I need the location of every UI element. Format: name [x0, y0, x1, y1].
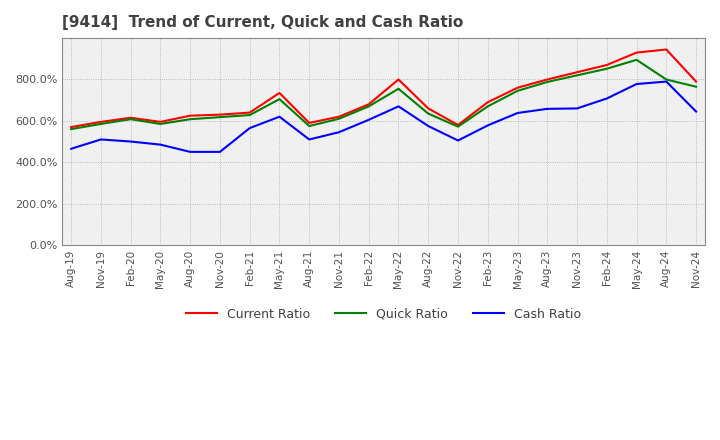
- Current Ratio: [572, 70, 581, 75]
- Cash Ratio: [156, 142, 165, 147]
- Quick Ratio: [246, 112, 254, 117]
- Current Ratio: [126, 115, 135, 121]
- Cash Ratio: [572, 106, 581, 111]
- Current Ratio: [246, 110, 254, 115]
- Current Ratio: [632, 50, 641, 55]
- Cash Ratio: [483, 123, 492, 128]
- Quick Ratio: [335, 116, 343, 121]
- Quick Ratio: [513, 88, 522, 93]
- Cash Ratio: [364, 117, 373, 122]
- Line: Current Ratio: Current Ratio: [71, 49, 696, 127]
- Current Ratio: [186, 113, 194, 118]
- Legend: Current Ratio, Quick Ratio, Cash Ratio: Current Ratio, Quick Ratio, Cash Ratio: [181, 303, 587, 326]
- Quick Ratio: [692, 84, 701, 89]
- Cash Ratio: [96, 137, 105, 142]
- Quick Ratio: [483, 104, 492, 109]
- Quick Ratio: [662, 77, 670, 82]
- Quick Ratio: [364, 104, 373, 109]
- Cash Ratio: [692, 109, 701, 114]
- Cash Ratio: [424, 123, 433, 128]
- Quick Ratio: [424, 111, 433, 116]
- Cash Ratio: [186, 149, 194, 154]
- Quick Ratio: [305, 123, 313, 128]
- Quick Ratio: [126, 117, 135, 122]
- Quick Ratio: [454, 124, 462, 129]
- Cash Ratio: [632, 81, 641, 87]
- Quick Ratio: [186, 117, 194, 122]
- Quick Ratio: [275, 96, 284, 102]
- Cash Ratio: [215, 149, 224, 154]
- Line: Quick Ratio: Quick Ratio: [71, 60, 696, 129]
- Current Ratio: [543, 77, 552, 82]
- Cash Ratio: [335, 130, 343, 135]
- Quick Ratio: [215, 114, 224, 120]
- Current Ratio: [67, 125, 76, 130]
- Cash Ratio: [275, 114, 284, 119]
- Current Ratio: [96, 119, 105, 125]
- Quick Ratio: [67, 126, 76, 132]
- Line: Cash Ratio: Cash Ratio: [71, 81, 696, 152]
- Cash Ratio: [662, 79, 670, 84]
- Quick Ratio: [572, 73, 581, 78]
- Current Ratio: [335, 114, 343, 119]
- Current Ratio: [156, 119, 165, 125]
- Current Ratio: [662, 47, 670, 52]
- Current Ratio: [275, 90, 284, 95]
- Quick Ratio: [96, 121, 105, 127]
- Current Ratio: [364, 102, 373, 107]
- Current Ratio: [483, 99, 492, 105]
- Cash Ratio: [454, 138, 462, 143]
- Quick Ratio: [632, 57, 641, 62]
- Cash Ratio: [543, 106, 552, 111]
- Current Ratio: [215, 112, 224, 117]
- Current Ratio: [513, 85, 522, 90]
- Cash Ratio: [126, 139, 135, 144]
- Quick Ratio: [156, 121, 165, 127]
- Current Ratio: [692, 79, 701, 84]
- Cash Ratio: [67, 146, 76, 151]
- Cash Ratio: [603, 96, 611, 101]
- Current Ratio: [305, 120, 313, 125]
- Quick Ratio: [543, 79, 552, 84]
- Current Ratio: [424, 106, 433, 111]
- Cash Ratio: [513, 110, 522, 116]
- Quick Ratio: [394, 86, 402, 92]
- Cash Ratio: [394, 104, 402, 109]
- Current Ratio: [454, 122, 462, 128]
- Current Ratio: [394, 77, 402, 82]
- Text: [9414]  Trend of Current, Quick and Cash Ratio: [9414] Trend of Current, Quick and Cash …: [62, 15, 464, 30]
- Cash Ratio: [246, 125, 254, 131]
- Current Ratio: [603, 62, 611, 68]
- Cash Ratio: [305, 137, 313, 142]
- Quick Ratio: [603, 66, 611, 71]
